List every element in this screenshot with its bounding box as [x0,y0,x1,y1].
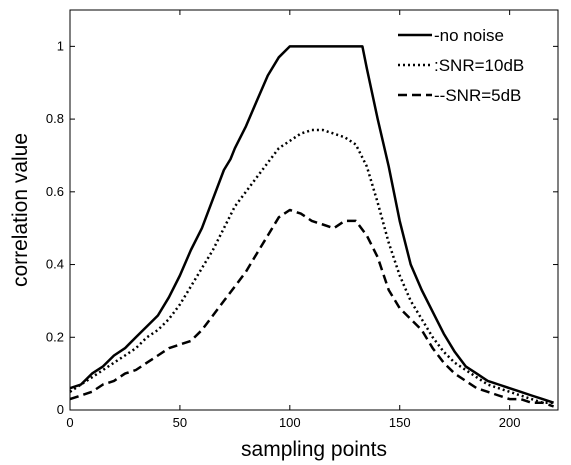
axis-ticks: 0 50 100 150 200 0 0.2 0.4 0.6 0.8 1 [46,10,558,430]
y-tick-label: 0.8 [46,111,64,126]
x-tick-label: 0 [66,415,73,430]
series-line-1 [69,45,554,404]
y-axis-label: correlation value [9,133,32,287]
y-tick-label: 1 [57,38,64,53]
x-tick-label: 150 [389,415,411,430]
x-tick-label: 100 [279,415,301,430]
series-line-3 [69,208,554,408]
plot-area [69,9,559,411]
y-tick-label: 0.6 [46,184,64,199]
x-tick-label: 50 [173,415,187,430]
series-line-2 [69,128,554,404]
y-tick-label: 0 [57,402,64,417]
series-layer [69,45,554,408]
x-tick-label: 200 [499,415,521,430]
y-tick-label: 0.4 [46,257,64,272]
legend-label-3: --SNR=5dB [434,86,521,105]
x-axis-label: sampling points [241,438,387,461]
legend: -no noise :SNR=10dB --SNR=5dB [398,26,524,105]
legend-label-1: -no noise [434,26,504,45]
y-tick-label: 0.2 [46,329,64,344]
legend-label-2: :SNR=10dB [434,56,524,75]
